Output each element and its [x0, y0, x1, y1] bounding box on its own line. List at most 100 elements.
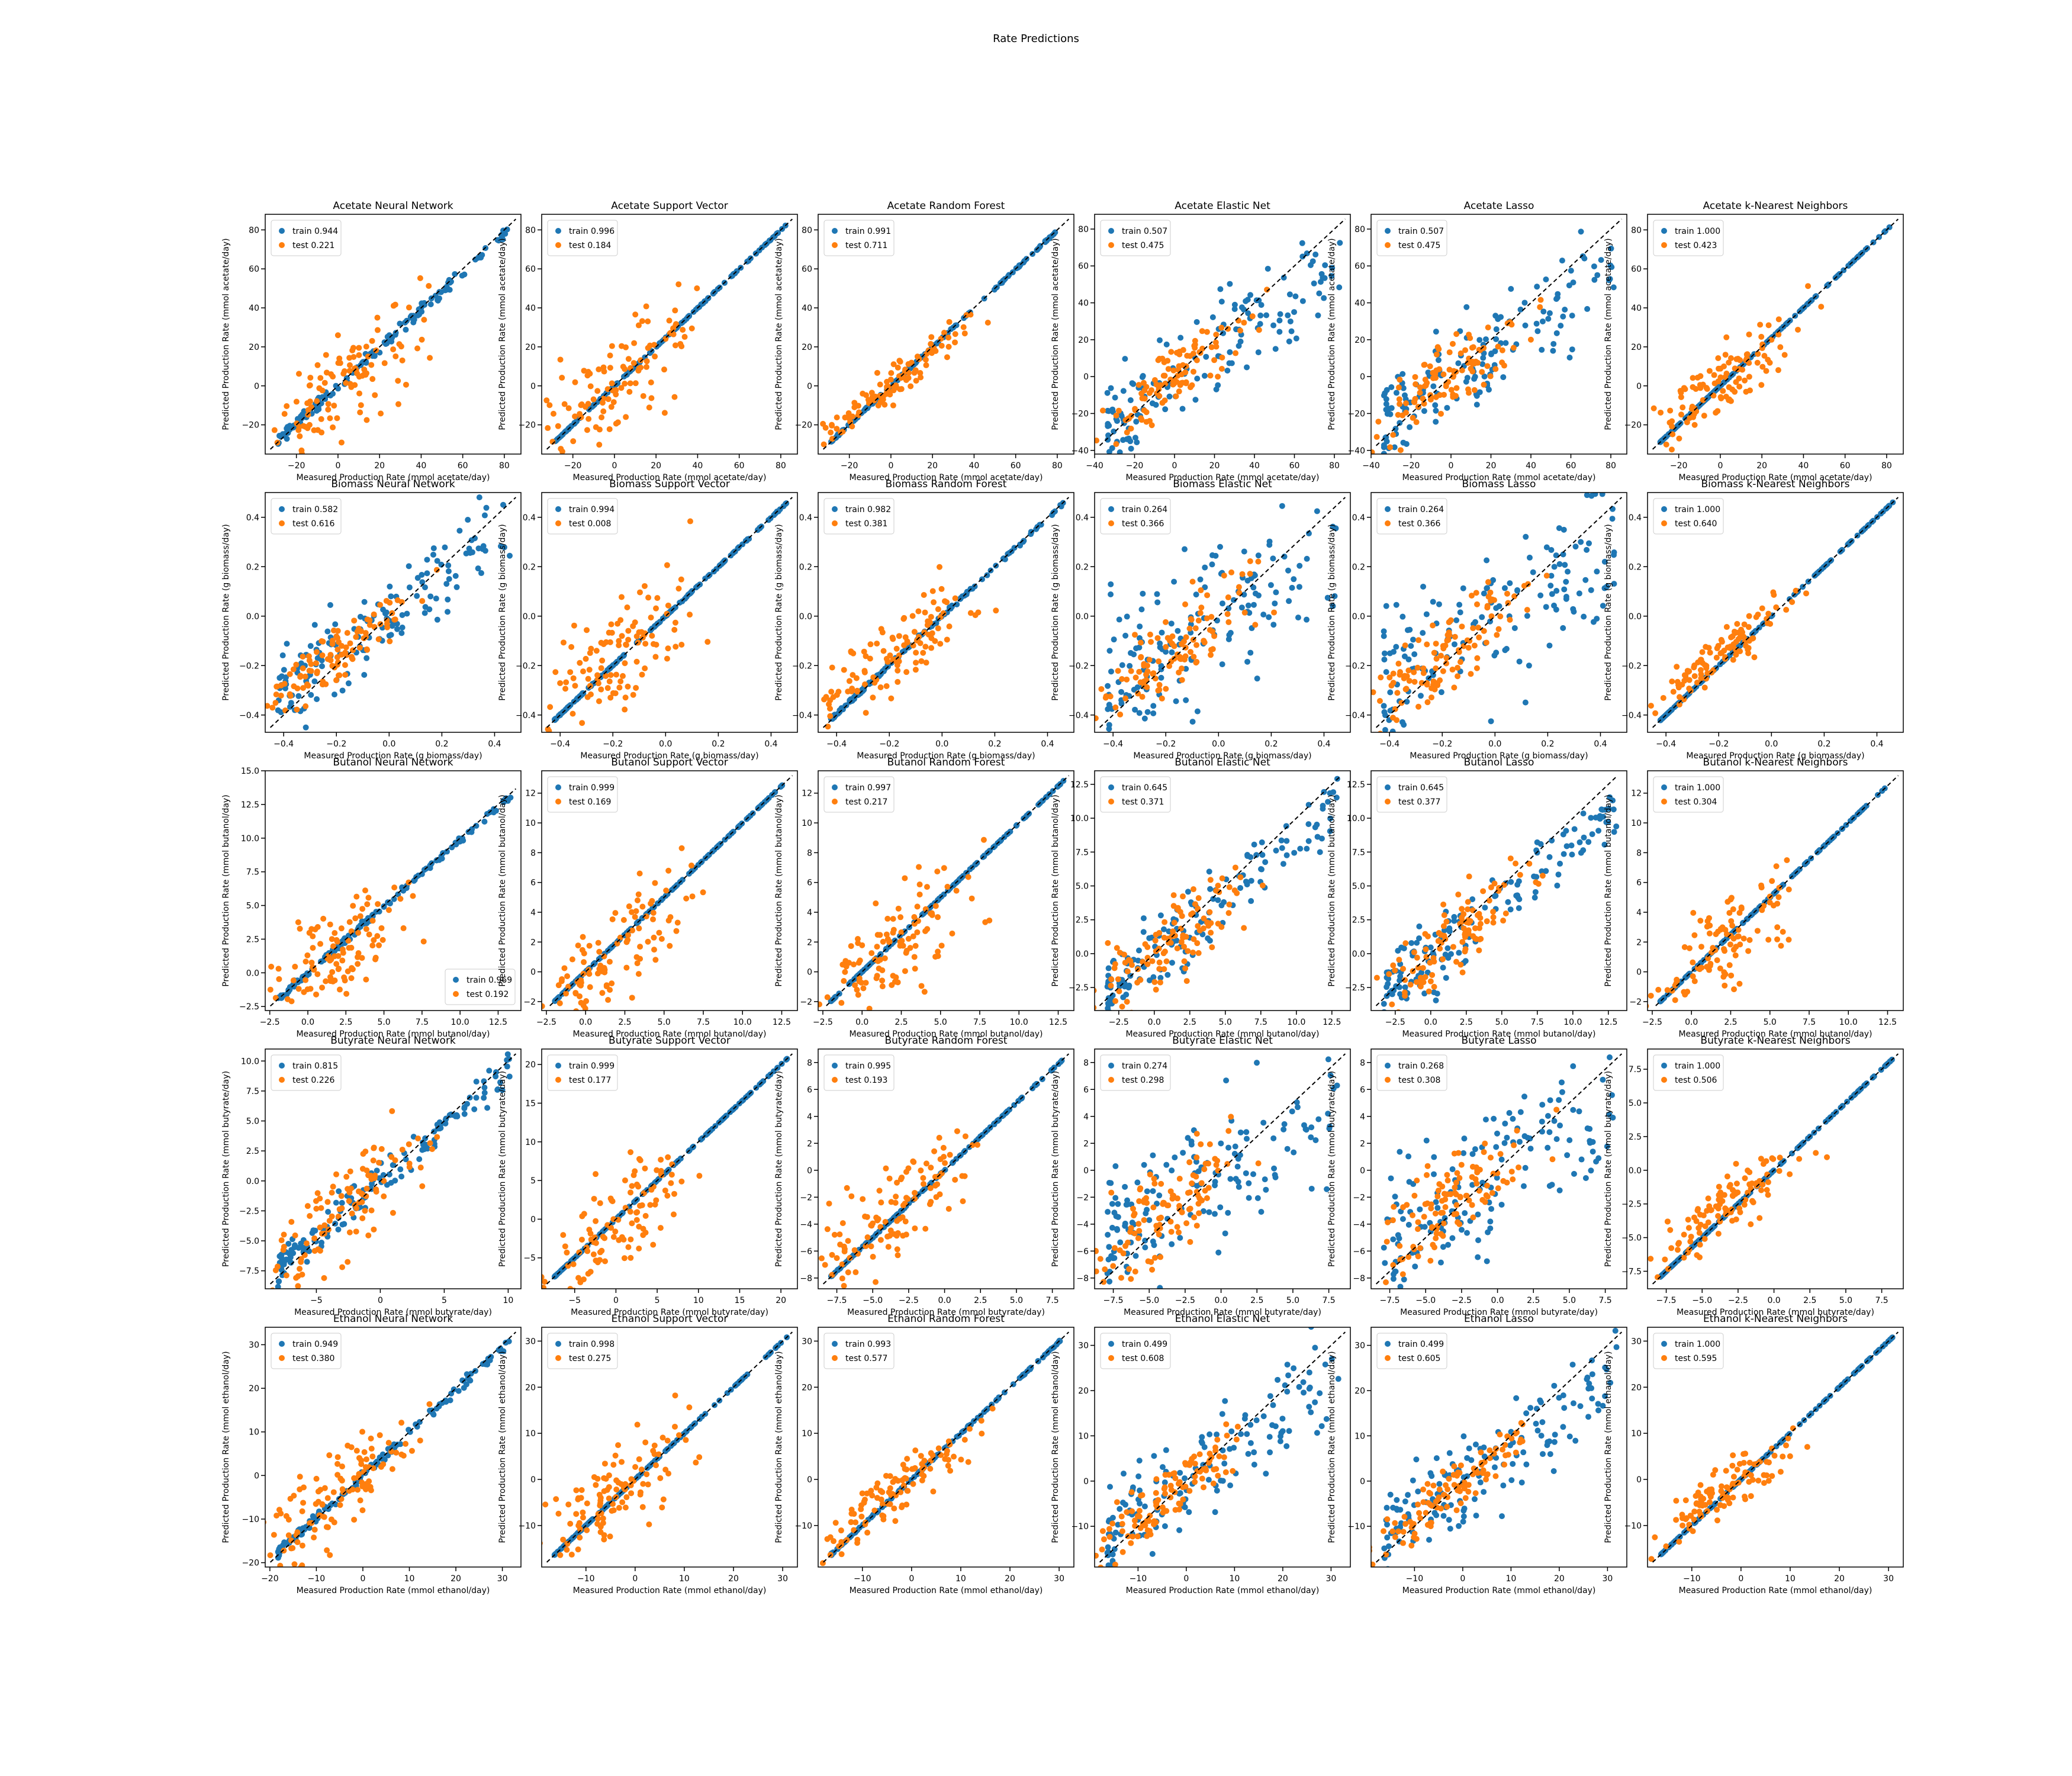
test-point [1140, 958, 1146, 965]
x-axis-label: Measured Production Rate (mmol butanol/d… [849, 1029, 1043, 1039]
test-point [622, 660, 628, 667]
test-point [613, 387, 619, 393]
test-point [1171, 643, 1177, 649]
train-point [1307, 262, 1314, 268]
test-point [305, 407, 311, 413]
test-point [1398, 700, 1405, 706]
x-tick-label: 0.2 [1541, 739, 1554, 749]
legend-label-train: train 0.944 [292, 227, 338, 236]
legend-marker-train [832, 784, 838, 790]
x-tick-label: 0.4 [1870, 739, 1883, 749]
test-point [645, 318, 651, 324]
train-point [1133, 419, 1140, 425]
test-point [1717, 374, 1724, 381]
y-tick-label: 60 [802, 265, 812, 274]
test-point [609, 916, 616, 922]
test-point [570, 675, 577, 681]
axes-frame [265, 214, 522, 455]
x-tick-label: −0.2 [1432, 739, 1452, 749]
test-point [569, 956, 575, 963]
legend-marker-test [832, 520, 838, 526]
test-point [1135, 382, 1142, 388]
test-point [325, 953, 332, 959]
x-tick-label: −20 [1670, 461, 1688, 471]
x-tick-label: 40 [1249, 461, 1260, 471]
train-point [1516, 658, 1523, 665]
test-point [818, 1001, 823, 1008]
test-point [687, 518, 693, 525]
x-tick-label: −0.2 [326, 739, 346, 749]
test-point [347, 381, 353, 387]
test-point [317, 375, 324, 381]
test-point [896, 358, 903, 364]
train-point [1416, 935, 1423, 941]
y-tick-label: 20 [1631, 343, 1642, 352]
test-point [1138, 417, 1145, 423]
test-point [1805, 283, 1812, 289]
test-point [1726, 359, 1732, 366]
train-point [1231, 306, 1238, 313]
test-point [369, 337, 375, 344]
test-point [902, 968, 908, 974]
test-point [674, 919, 681, 926]
test-point [327, 921, 333, 928]
train-point [1588, 493, 1595, 499]
identity-line [269, 497, 517, 728]
test-point [390, 346, 397, 353]
test-point [634, 960, 641, 967]
subplot-title: Biomass Random Forest [886, 478, 1007, 490]
train-point [1329, 265, 1336, 271]
test-point [1415, 703, 1422, 710]
test-point [1213, 343, 1220, 350]
identity-line [1652, 497, 1899, 728]
train-point [481, 818, 488, 825]
subplot-title: Acetate Random Forest [887, 200, 1005, 212]
train-point [1253, 852, 1260, 858]
test-point [1453, 385, 1460, 391]
train-point [1287, 318, 1294, 324]
test-point [673, 928, 680, 934]
train-point [1433, 997, 1439, 1003]
test-point [578, 401, 585, 407]
test-point [651, 934, 657, 941]
plot-area [269, 218, 517, 454]
test-point [339, 957, 346, 964]
test-point [1716, 365, 1722, 372]
test-point [323, 978, 329, 984]
test-point [918, 374, 924, 381]
legend-marker-train [453, 977, 459, 983]
train-point [1123, 992, 1130, 998]
train-point [1266, 614, 1272, 620]
test-point [362, 887, 368, 894]
test-point [417, 275, 423, 281]
train-point [1610, 806, 1617, 813]
y-tick-label: 0.0 [1076, 950, 1089, 959]
test-point [319, 984, 326, 991]
test-point [342, 977, 348, 984]
train-point [287, 986, 293, 993]
train-point [1590, 619, 1597, 625]
test-point [1502, 910, 1509, 917]
train-point [1150, 703, 1157, 709]
test-point [1492, 366, 1499, 372]
train-point [1279, 845, 1285, 851]
test-point [877, 684, 884, 691]
y-tick-label: 80 [1354, 225, 1365, 234]
x-tick-label: 0.0 [1148, 1018, 1161, 1027]
identity-line [269, 218, 517, 450]
test-point [371, 937, 377, 943]
train-point [1135, 947, 1142, 954]
test-point [672, 342, 678, 349]
test-point [1198, 587, 1204, 594]
test-point [338, 925, 345, 932]
test-point [623, 939, 630, 945]
y-tick-label: 0.0 [1076, 612, 1089, 622]
test-point [1681, 385, 1687, 391]
test-point [1437, 677, 1443, 684]
test-point [335, 672, 342, 678]
y-tick-label: 80 [802, 226, 812, 235]
test-point [823, 694, 829, 700]
subplot-title: Butanol Random Forest [887, 757, 1005, 768]
test-point [306, 667, 313, 674]
test-point [343, 990, 350, 997]
